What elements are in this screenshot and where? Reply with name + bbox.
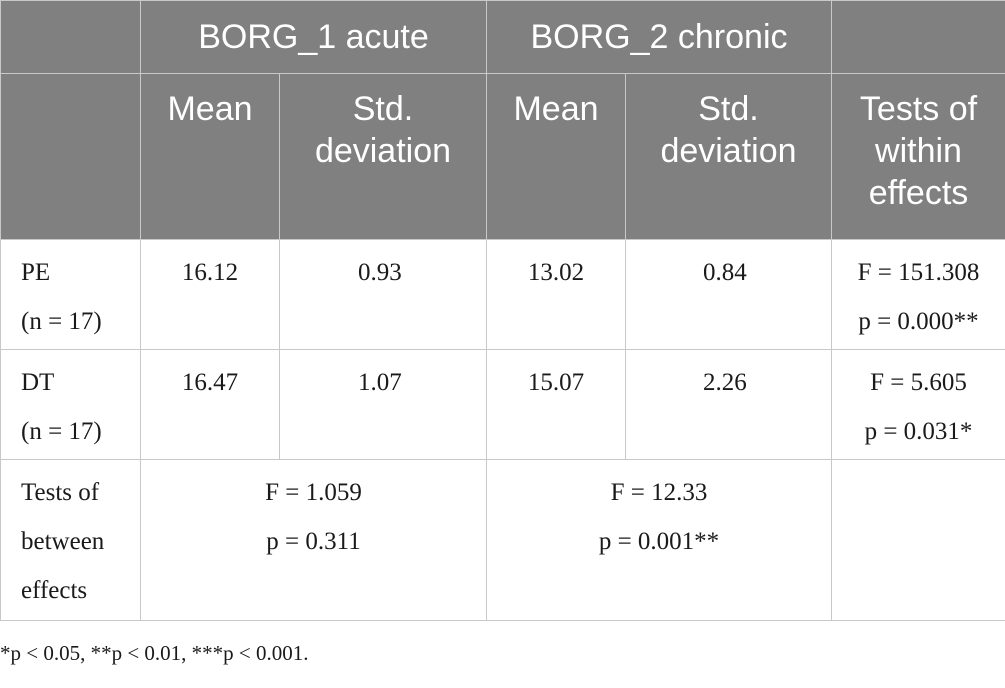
- between-label-line3: effects: [21, 577, 88, 604]
- header-b2-std: Std. deviation: [625, 73, 832, 240]
- header-row-groups: BORG_1 acute BORG_2 chronic: [0, 0, 1005, 74]
- header-stat-blank: [0, 73, 141, 240]
- cell-b2-std-value: 0.84: [703, 259, 747, 286]
- cell-between-empty: [831, 459, 1005, 621]
- row-label-between: Tests of between effects: [0, 459, 141, 621]
- cell-b1-std-value: 0.93: [358, 259, 402, 286]
- cell-b1-std: 0.93: [279, 239, 487, 350]
- within-f: F = 151.308: [857, 259, 980, 286]
- row-n-text: (n = 17): [21, 418, 102, 445]
- within-p: p = 0.031*: [864, 418, 973, 445]
- corner-cell: [0, 0, 141, 74]
- cell-between-b1: F = 1.059 p = 0.311: [140, 459, 487, 621]
- cell-b2-std: 2.26: [625, 349, 832, 460]
- cell-b1-mean: 16.12: [140, 239, 280, 350]
- results-table: BORG_1 acute BORG_2 chronic Mean Std. de…: [0, 0, 1005, 621]
- between-label-line1: Tests of: [21, 479, 100, 506]
- header-b2-mean: Mean: [486, 73, 626, 240]
- row-label-text: DT: [21, 369, 55, 396]
- row-label-pe: PE (n = 17): [0, 239, 141, 350]
- cell-between-b2: F = 12.33 p = 0.001**: [486, 459, 832, 621]
- row-label-dt: DT (n = 17): [0, 349, 141, 460]
- row-label-text: PE: [21, 259, 51, 286]
- header-within-line2: within: [875, 132, 962, 170]
- between-b1-f: F = 1.059: [265, 479, 362, 506]
- cell-b1-std-value: 1.07: [358, 369, 402, 396]
- within-f: F = 5.605: [870, 369, 967, 396]
- table-footnote: *p < 0.05, **p < 0.01, ***p < 0.001.: [0, 641, 309, 665]
- table-row-between: Tests of between effects F = 1.059 p = 0…: [0, 459, 1005, 621]
- within-p: p = 0.000**: [858, 308, 979, 335]
- cell-b1-std: 1.07: [279, 349, 487, 460]
- header-b1-std: Std. deviation: [279, 73, 487, 240]
- header-row-stats: Mean Std. deviation Mean Std. deviation …: [0, 73, 1005, 240]
- header-b1-mean: Mean: [140, 73, 280, 240]
- cell-b2-std-value: 2.26: [703, 369, 747, 396]
- header-within: Tests of within effects: [831, 73, 1005, 240]
- table-row: DT (n = 17) 16.47 1.07 15.07 2.26 F = 5.…: [0, 349, 1005, 460]
- header-empty: [831, 0, 1005, 74]
- cell-b2-std: 0.84: [625, 239, 832, 350]
- between-b2-f: F = 12.33: [610, 479, 708, 506]
- table-row: PE (n = 17) 16.12 0.93 13.02 0.84 F = 15…: [0, 239, 1005, 350]
- cell-within: F = 5.605 p = 0.031*: [831, 349, 1005, 460]
- cell-within: F = 151.308 p = 0.000**: [831, 239, 1005, 350]
- between-b2-p: p = 0.001**: [598, 528, 720, 555]
- between-b1-p: p = 0.311: [266, 528, 361, 555]
- header-b1-std-line1: Std.: [352, 90, 414, 128]
- between-label-line2: between: [21, 528, 105, 555]
- header-borg1: BORG_1 acute: [140, 0, 487, 74]
- header-b2-std-line2: deviation: [660, 132, 797, 170]
- header-b2-std-line1: Std.: [698, 90, 759, 128]
- cell-b1-mean: 16.47: [140, 349, 280, 460]
- header-borg2: BORG_2 chronic: [486, 0, 832, 74]
- header-within-line3: effects: [868, 174, 969, 212]
- cell-b2-mean: 15.07: [486, 349, 626, 460]
- header-within-line1: Tests of: [859, 90, 978, 128]
- cell-b2-mean: 13.02: [486, 239, 626, 350]
- header-b1-std-line2: deviation: [314, 132, 452, 170]
- row-n-text: (n = 17): [21, 308, 102, 335]
